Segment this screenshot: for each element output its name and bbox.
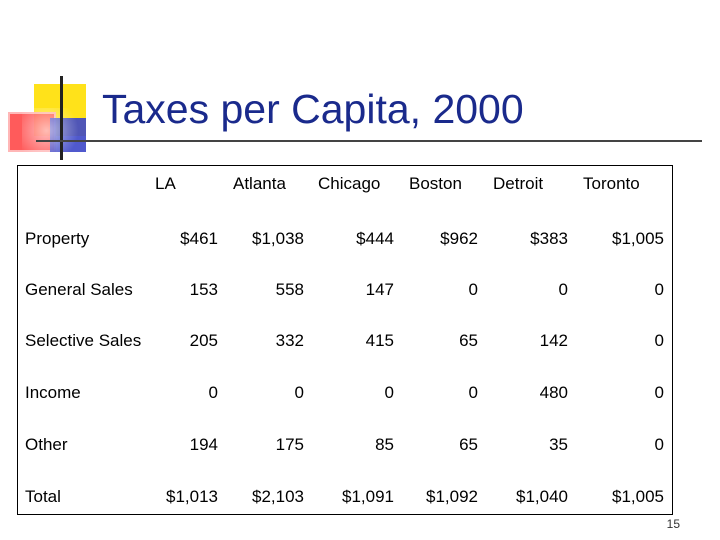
column-header-boston: Boston [409,174,462,193]
row-label-selective-sales: Selective Sales [25,331,142,350]
table-cell: $1,091 [342,487,394,506]
row-label-other: Other [25,435,68,454]
table-cell: 205 [189,331,218,350]
table-cell: 0 [208,383,218,402]
table-cell: 194 [189,435,218,454]
table-cell: 480 [539,383,568,402]
logo-vertical-line [60,76,63,160]
table-cell: $1,038 [252,229,304,248]
table-cell: 65 [459,435,478,454]
table-cell: $1,013 [166,487,218,506]
table-cell: 0 [468,280,478,299]
row-label-general-sales: General Sales [25,280,133,299]
table-cell: $962 [440,229,478,248]
table-cell: 142 [539,331,568,350]
table-cell: $2,103 [252,487,304,506]
table-cell: 0 [654,383,664,402]
table-cell: 0 [558,280,568,299]
table-cell: $461 [180,229,218,248]
column-header-detroit: Detroit [493,174,544,193]
column-header-atlanta: Atlanta [233,174,286,193]
table-cell: 0 [294,383,304,402]
table-cell: 85 [375,435,394,454]
table-cell: 0 [468,383,478,402]
table-cell: 0 [384,383,394,402]
table-cell: $1,040 [516,487,568,506]
row-label-total: Total [25,487,61,506]
logo-glow [22,108,92,158]
table-cell: 35 [549,435,568,454]
table-cell: $1,005 [612,487,664,506]
table-cell: $1,092 [426,487,478,506]
row-label-property: Property [25,229,90,248]
table-cell: 415 [365,331,394,350]
page-number: 15 [666,517,680,531]
table-cell: 65 [459,331,478,350]
title-divider [36,140,702,142]
slide-title: Taxes per Capita, 2000 [102,86,524,132]
table-cell: 175 [275,435,304,454]
column-header-chicago: Chicago [318,174,381,193]
table-frame [17,165,673,515]
table-cell: 0 [654,435,664,454]
column-header-la: LA [155,174,176,193]
table-cell: 0 [654,280,664,299]
row-label-income: Income [25,383,81,402]
table-cell: 0 [654,331,664,350]
table-cell: 147 [365,280,394,299]
table-cell: 153 [189,280,218,299]
table-cell: $383 [530,229,568,248]
table-cell: 558 [275,280,304,299]
table-cell: $1,005 [612,229,664,248]
table-cell: 332 [275,331,304,350]
column-header-toronto: Toronto [583,174,640,193]
table-cell: $444 [356,229,394,248]
